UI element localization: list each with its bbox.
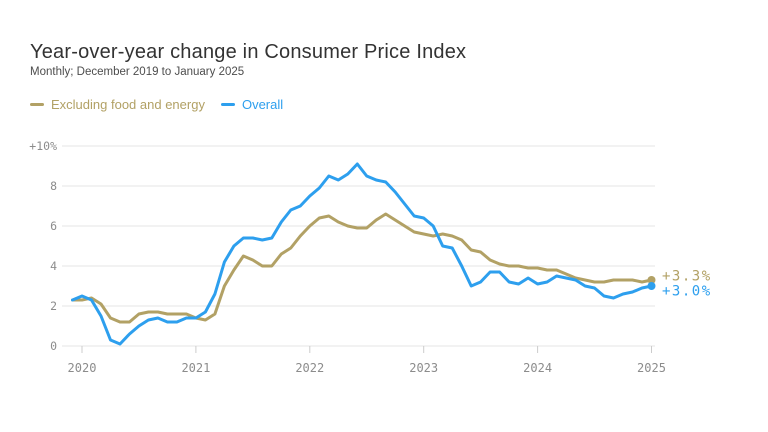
legend-item-label: Excluding food and energy [51,97,205,112]
x-axis-tick-label: 2022 [295,361,324,375]
series-end-dot-overall [647,282,656,290]
x-axis-tick-label: 2020 [68,361,97,375]
series-line-excluding-food-and-energy [71,212,653,324]
legend-item-label: Overall [241,97,284,112]
y-axis-tick-label: 0 [50,339,57,353]
legend-item-excluding-food-and-energy: Excluding food and energy [30,97,205,112]
series-line-overall [71,162,653,346]
series-end-dot-excluding-food-and-energy [647,276,656,284]
x-axis-tick-label: 2024 [523,361,552,375]
chart-subtitle: Monthly; December 2019 to January 2025 [30,66,245,78]
series-end-value-label-excluding-food-and-energy: +3.3% [662,269,712,285]
y-axis-tick-label: 8 [50,179,57,193]
y-axis-tick-label: +10% [29,139,57,153]
y-axis-tick-label: 4 [50,259,57,273]
x-axis-tick-label: 2025 [637,361,666,375]
chart-legend: Excluding food and energy Overall [30,97,283,112]
x-axis-tick-label: 2023 [409,361,438,375]
legend-dash-icon [30,103,44,106]
series-end-value-label-overall: +3.0% [662,284,712,300]
y-axis-tick-label: 6 [50,219,57,233]
x-axis-tick-label: 2021 [181,361,210,375]
legend-item-overall: Overall [220,97,284,112]
legend-dash-icon [220,103,235,106]
page-title: Year-over-year change in Consumer Price … [30,41,467,64]
y-axis-tick-label: 2 [50,299,57,313]
